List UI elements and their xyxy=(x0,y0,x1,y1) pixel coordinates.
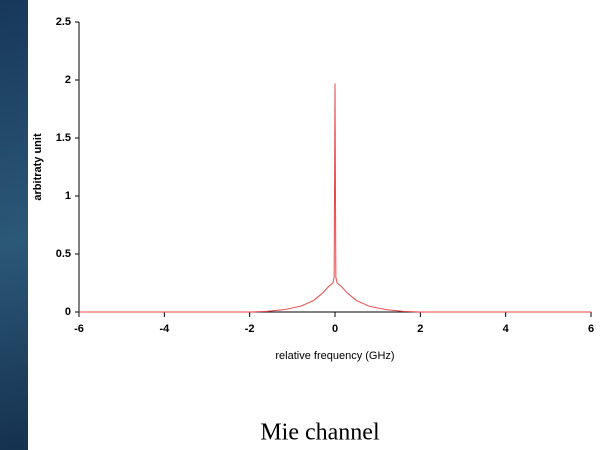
caption: Mie channel xyxy=(260,420,380,446)
y-tick-label: 1.5 xyxy=(56,132,71,144)
y-tick-label: 0 xyxy=(65,306,71,318)
x-tick-label: 6 xyxy=(588,323,594,335)
x-tick-label: -6 xyxy=(74,323,84,335)
x-axis-label: relative frequency (GHz) xyxy=(275,350,394,362)
y-tick-label: 2 xyxy=(65,74,71,86)
y-axis-label: arbitraty unit xyxy=(32,133,44,201)
y-tick-label: 2.5 xyxy=(56,16,71,28)
y-tick-label: 1 xyxy=(65,190,71,202)
data-line xyxy=(79,83,591,313)
x-tick-label: 2 xyxy=(417,323,423,335)
x-tick-label: -4 xyxy=(159,323,170,335)
x-tick-label: 0 xyxy=(332,323,338,335)
x-tick-label: -2 xyxy=(245,323,255,335)
x-tick-label: 4 xyxy=(503,323,510,335)
y-tick-label: 0.5 xyxy=(56,248,71,260)
slide-panel xyxy=(28,0,610,450)
